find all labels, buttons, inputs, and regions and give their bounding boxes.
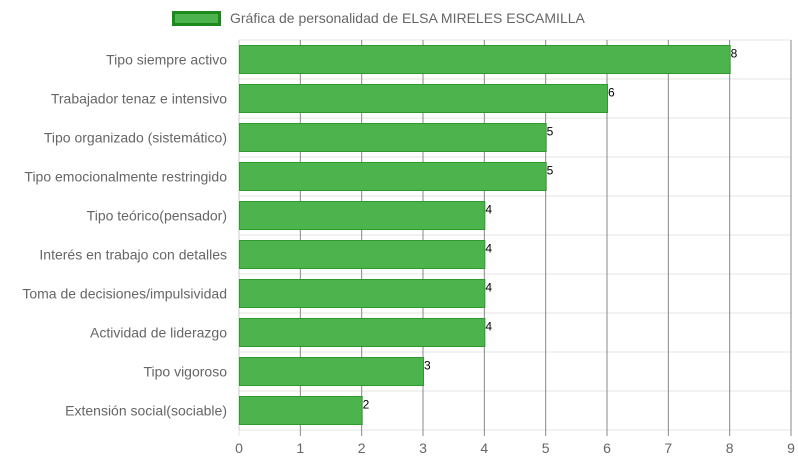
bar-layer: [239, 45, 731, 425]
category-label: Actividad de liderazgo: [90, 325, 227, 341]
data-label: 4: [485, 203, 492, 217]
category-label: Tipo vigoroso: [143, 364, 227, 380]
bar: [239, 357, 424, 386]
label-layer: 0 1 2 3 4 5 6 7 8 9 Tipo siempre activo 8 Trabajador…: [22, 47, 795, 457]
bar: [239, 45, 731, 74]
bar: [239, 279, 486, 308]
bar: [239, 396, 363, 425]
data-label: 4: [485, 281, 492, 295]
x-tick-label: 3: [419, 440, 427, 456]
data-label: 5: [547, 164, 554, 178]
x-tick-label: 9: [787, 440, 795, 456]
chart-legend[interactable]: Gráfica de personalidad de ELSA MIRELES …: [172, 8, 585, 28]
x-tick-label: 4: [480, 440, 488, 456]
data-label: 4: [485, 242, 492, 256]
category-label: Extensión social(sociable): [65, 403, 227, 419]
data-label: 5: [547, 125, 554, 139]
category-label: Tipo siempre activo: [106, 52, 227, 68]
bar: [239, 162, 547, 191]
x-tick-label: 1: [296, 440, 304, 456]
category-label: Trabajador tenaz e intensivo: [51, 91, 227, 107]
bar: [239, 201, 486, 230]
data-label: 6: [608, 86, 615, 100]
category-label: Toma de decisiones/impulsividad: [22, 286, 227, 302]
category-label: Tipo emocionalmente restringido: [24, 169, 227, 185]
data-label: 3: [424, 359, 431, 373]
legend-label: Gráfica de personalidad de ELSA MIRELES …: [230, 10, 585, 26]
x-tick-label: 6: [603, 440, 611, 456]
x-tick-label: 0: [235, 440, 243, 456]
x-tick-label: 5: [542, 440, 550, 456]
category-label: Tipo teórico(pensador): [87, 208, 227, 224]
bar: [239, 123, 547, 152]
data-label: 4: [485, 320, 492, 334]
data-label: 8: [731, 47, 738, 61]
x-tick-label: 8: [726, 440, 734, 456]
category-label: Interés en trabajo con detalles: [39, 247, 227, 263]
data-label: 2: [363, 398, 370, 412]
x-tick-label: 7: [664, 440, 672, 456]
bar: [239, 318, 486, 347]
category-label: Tipo organizado (sistemático): [44, 130, 227, 146]
legend-swatch: [172, 10, 221, 26]
bar: [239, 84, 608, 113]
x-tick-label: 2: [358, 440, 366, 456]
bar: [239, 240, 486, 269]
